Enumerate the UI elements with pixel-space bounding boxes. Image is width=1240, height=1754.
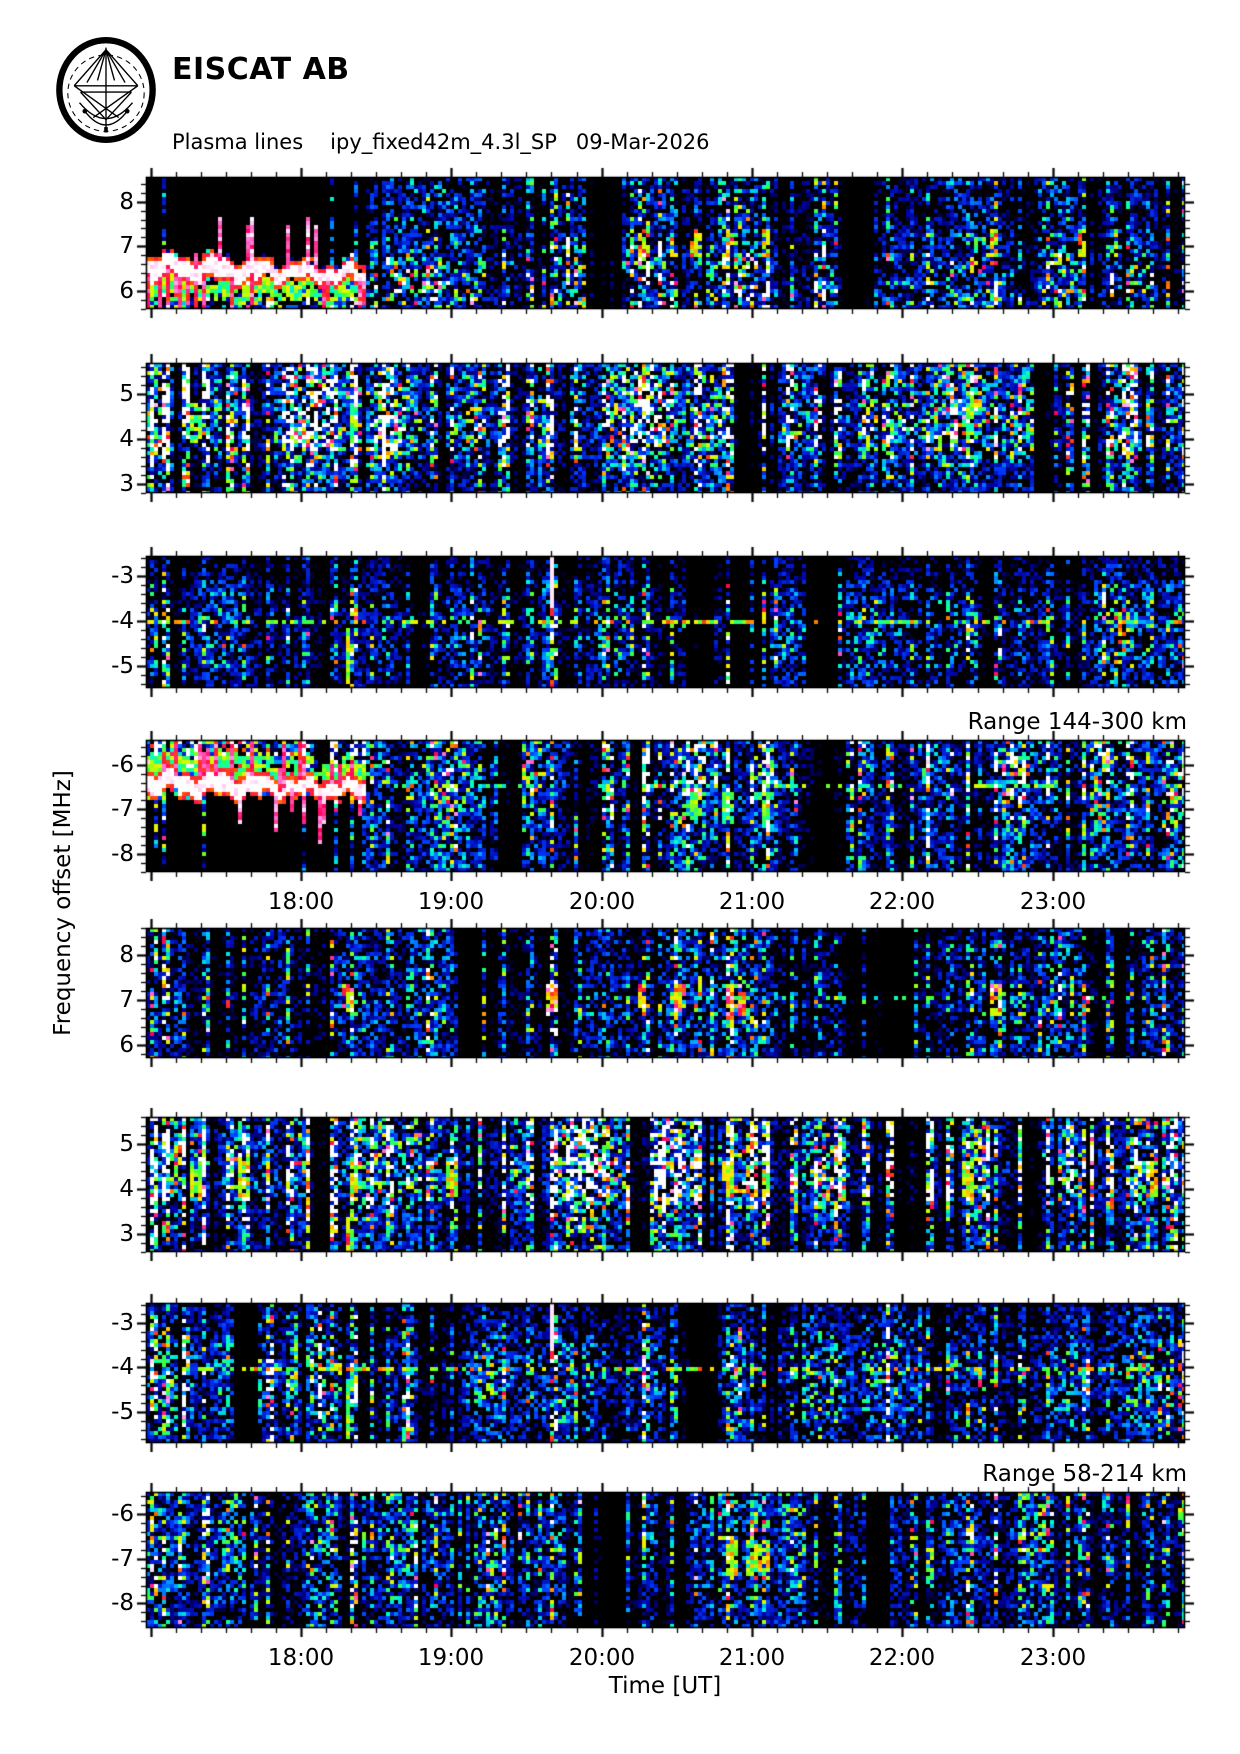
ytick-label: -7 <box>111 1546 134 1572</box>
x-axis-title: Time [UT] <box>608 1673 722 1699</box>
ytick-label: 8 <box>119 189 134 215</box>
ytick-label: -6 <box>111 1501 134 1527</box>
ytick-label: -6 <box>111 752 134 778</box>
xtick-label: 23:00 <box>1019 1645 1087 1671</box>
xtick-label: 19:00 <box>417 889 485 915</box>
ytick-label: 8 <box>119 942 134 968</box>
xtick-label: 20:00 <box>568 889 636 915</box>
ytick-label: 3 <box>119 471 134 497</box>
xtick-label: 21:00 <box>718 889 786 915</box>
range-annotation-lower: Range 58-214 km <box>982 1461 1187 1487</box>
ytick-label: 7 <box>119 233 134 259</box>
ytick-label: -8 <box>111 1590 134 1616</box>
xtick-label: 22:00 <box>868 889 936 915</box>
ytick-label: 3 <box>119 1221 134 1247</box>
ytick-label: -5 <box>111 1399 134 1425</box>
xtick-label: 21:00 <box>718 1645 786 1671</box>
ytick-label: -8 <box>111 841 134 867</box>
ytick-label: -5 <box>111 653 134 679</box>
ytick-label: 6 <box>119 278 134 304</box>
ytick-label: 6 <box>119 1032 134 1058</box>
ytick-label: -4 <box>111 608 134 634</box>
xtick-label: 18:00 <box>267 889 335 915</box>
ytick-label: 7 <box>119 987 134 1013</box>
ytick-label: -7 <box>111 796 134 822</box>
xtick-label: 20:00 <box>568 1645 636 1671</box>
xtick-label: 19:00 <box>417 1645 485 1671</box>
xtick-label: 23:00 <box>1019 889 1087 915</box>
xtick-label: 22:00 <box>868 1645 936 1671</box>
range-annotation-upper: Range 144-300 km <box>967 709 1187 735</box>
ytick-label: -3 <box>111 563 134 589</box>
ytick-label: 5 <box>119 381 134 407</box>
ytick-label: 4 <box>119 426 134 452</box>
ytick-label: -3 <box>111 1310 134 1336</box>
xtick-label: 18:00 <box>267 1645 335 1671</box>
ytick-label: 5 <box>119 1131 134 1157</box>
ytick-label: 4 <box>119 1176 134 1202</box>
ytick-label: -4 <box>111 1354 134 1380</box>
